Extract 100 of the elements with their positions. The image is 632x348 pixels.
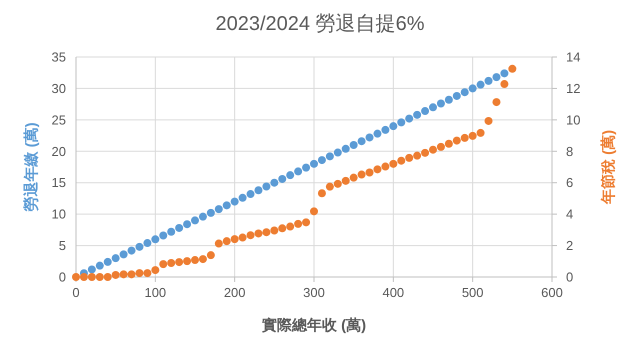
point (294, 167, 302, 176)
point (500, 69, 508, 78)
point (112, 254, 120, 262)
point (373, 130, 382, 138)
point (318, 156, 326, 164)
point (159, 232, 168, 240)
point (206, 251, 215, 260)
point (444, 140, 453, 148)
y2-tick-label: 2 (566, 238, 574, 254)
point (476, 80, 485, 89)
point (460, 88, 469, 96)
point (492, 98, 500, 106)
point (167, 259, 176, 268)
point (302, 218, 310, 226)
point (326, 152, 334, 160)
point (460, 134, 469, 142)
point (318, 189, 326, 198)
point (254, 229, 262, 238)
point (167, 228, 176, 236)
point (452, 136, 461, 145)
point (246, 190, 255, 198)
y2-tick-label: 14 (566, 50, 580, 64)
point (270, 226, 278, 234)
y2-tick-label: 6 (566, 175, 574, 190)
point (112, 270, 120, 279)
point (389, 160, 398, 168)
point (286, 171, 294, 180)
y-tick-label: 20 (52, 144, 66, 159)
point (500, 80, 508, 88)
x-tick-label: 400 (382, 285, 404, 300)
x-tick-label: 300 (303, 285, 325, 300)
point (326, 182, 334, 191)
point (452, 92, 461, 100)
point (492, 73, 500, 82)
point (381, 126, 390, 134)
point (358, 137, 366, 146)
y-tick-label: 25 (52, 112, 66, 128)
y-tick-label: 0 (58, 270, 66, 284)
point (350, 141, 358, 149)
point (444, 96, 453, 104)
point (278, 224, 286, 232)
y2-axis-title: 年節稅 (萬) (600, 130, 617, 206)
point (286, 222, 294, 231)
y-tick-label: 30 (52, 80, 66, 96)
point (484, 76, 493, 85)
y-tick-label: 5 (58, 238, 66, 254)
point (270, 178, 278, 187)
y2-tick-label: 12 (566, 80, 580, 96)
point (421, 148, 430, 157)
point (350, 174, 358, 182)
point (334, 148, 342, 157)
point (397, 156, 406, 165)
point (468, 132, 477, 140)
point (159, 260, 168, 268)
point (413, 110, 422, 119)
point (358, 170, 366, 179)
point (389, 122, 398, 130)
point (206, 208, 215, 217)
point (334, 180, 342, 188)
point (214, 240, 223, 248)
point (405, 114, 414, 123)
x-tick-label: 200 (224, 285, 246, 300)
point (310, 160, 318, 168)
point (198, 212, 207, 221)
point (96, 273, 104, 281)
point (246, 231, 255, 240)
point (104, 258, 112, 266)
point (302, 164, 310, 172)
x-tick-label: 0 (72, 285, 80, 300)
point (80, 273, 88, 281)
point (342, 144, 350, 153)
point (120, 270, 128, 278)
point (135, 242, 144, 251)
point (294, 220, 302, 228)
point (183, 220, 192, 228)
point (429, 146, 437, 154)
point (151, 266, 160, 274)
x-tick-label: 600 (541, 285, 563, 300)
point (175, 258, 184, 266)
point (230, 198, 239, 206)
point (421, 107, 430, 116)
y-tick-label: 35 (52, 50, 66, 64)
y2-tick-label: 0 (566, 270, 574, 284)
point (366, 168, 374, 176)
point (198, 255, 207, 264)
point (508, 64, 516, 73)
point (191, 256, 199, 264)
y-tick-label: 15 (52, 175, 66, 190)
y2-tick-label: 10 (566, 112, 580, 128)
point (143, 239, 152, 248)
point (254, 186, 262, 194)
point (230, 235, 239, 244)
point (183, 257, 192, 266)
point (143, 269, 152, 278)
x-tick-label: 100 (144, 285, 166, 300)
point (222, 201, 231, 210)
point (413, 152, 422, 160)
point (397, 118, 406, 126)
point (405, 154, 414, 162)
point (262, 228, 270, 236)
